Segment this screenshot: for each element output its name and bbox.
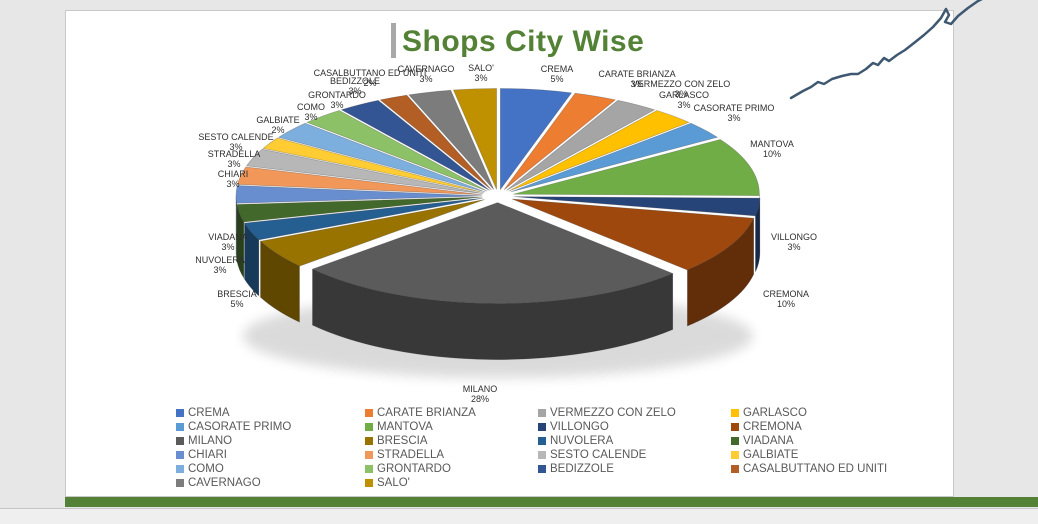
title-accent-bar	[391, 23, 396, 58]
pie-slice-nuvolera[interactable]	[243, 197, 483, 241]
legend-swatch	[538, 437, 546, 445]
legend-label: NUVOLERA	[550, 435, 614, 447]
pie-slice-stradella[interactable]	[237, 166, 483, 196]
legend-item-viadana[interactable]: VIADANA	[731, 435, 936, 447]
pie-slice-villongo[interactable]	[513, 196, 761, 217]
legend-label: CAVERNAGO	[188, 477, 261, 489]
pie-slice-garlasco[interactable]	[508, 110, 690, 192]
legend-label: CHIARI	[188, 449, 227, 461]
legend-label: BRESCIA	[377, 435, 428, 447]
legend-swatch	[365, 423, 373, 431]
legend-label: GARLASCO	[743, 407, 807, 419]
legend-item-crema[interactable]: CREMA	[176, 407, 365, 419]
legend-swatch	[176, 465, 184, 473]
legend-item-galbiate[interactable]: GALBIATE	[731, 449, 936, 461]
legend-swatch	[538, 451, 546, 459]
legend-swatch	[538, 423, 546, 431]
pie-slice-bedizzole[interactable]	[340, 99, 490, 191]
legend-swatch	[176, 437, 184, 445]
pie-slice-salo[interactable]	[452, 88, 497, 190]
green-bar	[65, 497, 1038, 507]
legend-swatch	[365, 409, 373, 417]
legend-swatch	[731, 437, 739, 445]
pie-slice-viadana[interactable]	[236, 196, 483, 223]
legend-swatch	[365, 451, 373, 459]
legend-item-grontardo[interactable]: GRONTARDO	[365, 463, 538, 475]
pie-slice-casalbuttano-ed-uniti[interactable]	[379, 94, 492, 191]
legend-label: VERMEZZO CON ZELO	[550, 407, 676, 419]
legend-item-carate-brianza[interactable]: CARATE BRIANZA	[365, 407, 538, 419]
legend-label: VIADANA	[743, 435, 794, 447]
legend-label: CREMONA	[743, 421, 802, 433]
legend-label: VILLONGO	[550, 421, 609, 433]
legend-swatch	[731, 423, 739, 431]
legend-swatch	[538, 409, 546, 417]
legend-label: MANTOVA	[377, 421, 433, 433]
legend-item-milano[interactable]: MILANO	[176, 435, 365, 447]
legend-swatch	[365, 479, 373, 487]
legend-item-stradella[interactable]: STRADELLA	[365, 449, 538, 461]
legend-item-cavernago[interactable]: CAVERNAGO	[176, 477, 365, 489]
legend-label: SALO'	[377, 477, 410, 489]
legend-swatch	[365, 465, 373, 473]
legend-swatch	[176, 451, 184, 459]
pie-slice-wall-chiari	[235, 195, 237, 260]
pie-slice-casorate-primo[interactable]	[510, 122, 719, 193]
legend-item-salo[interactable]: SALO'	[365, 477, 538, 489]
pie-slice-brescia[interactable]	[259, 199, 485, 267]
legend-swatch	[365, 437, 373, 445]
pie-slice-carate-brianza[interactable]	[503, 92, 617, 191]
legend-label: MILANO	[188, 435, 233, 447]
legend-swatch	[538, 465, 546, 473]
legend-item-chiari[interactable]: CHIARI	[176, 449, 365, 461]
legend-item-garlasco[interactable]: GARLASCO	[731, 407, 936, 419]
legend-label: COMO	[188, 463, 224, 475]
pie-slice-vermezzo-con-zelo[interactable]	[506, 99, 656, 191]
legend-item-casalbuttano-ed-uniti[interactable]: CASALBUTTANO ED UNITI	[731, 463, 936, 475]
legend-swatch	[731, 465, 739, 473]
legend-label: BEDIZZOLE	[550, 463, 614, 475]
legend-swatch	[176, 479, 184, 487]
legend-swatch	[731, 409, 739, 417]
pie-slice-cremona[interactable]	[512, 198, 755, 271]
legend-label: STRADELLA	[377, 449, 445, 461]
pie-slice-cavernago[interactable]	[408, 89, 495, 190]
pie-slice-como[interactable]	[277, 122, 486, 193]
legend-label: CASORATE PRIMO	[188, 421, 292, 433]
legend-item-cremona[interactable]: CREMONA	[731, 421, 936, 433]
legend-item-como[interactable]: COMO	[176, 463, 365, 475]
pie-slice-chiari[interactable]	[235, 185, 483, 204]
bottom-band	[0, 509, 1038, 524]
legend-item-brescia[interactable]: BRESCIA	[365, 435, 538, 447]
legend-item-vermezzo-con-zelo[interactable]: VERMEZZO CON ZELO	[538, 407, 731, 419]
pie-slice-milano[interactable]	[311, 202, 674, 304]
pie-slice-grontardo[interactable]	[306, 110, 488, 192]
page-divider	[0, 508, 1038, 509]
legend-item-villongo[interactable]: VILLONGO	[538, 421, 731, 433]
legend-item-bedizzole[interactable]: BEDIZZOLE	[538, 463, 731, 475]
legend-label: SESTO CALENDE	[550, 449, 647, 461]
legend-swatch	[176, 409, 184, 417]
legend-swatch	[176, 423, 184, 431]
legend-item-nuvolera[interactable]: NUVOLERA	[538, 435, 731, 447]
pie-slice-mantova[interactable]	[513, 139, 760, 197]
chart-title[interactable]: Shops City Wise	[402, 25, 645, 58]
legend-label: GALBIATE	[743, 449, 799, 461]
legend-swatch	[731, 451, 739, 459]
pie-slice-galbiate[interactable]	[262, 137, 485, 194]
pie-slice-sesto-calende[interactable]	[245, 148, 484, 194]
legend-label: CARATE BRIANZA	[377, 407, 476, 419]
legend-label: CREMA	[188, 407, 230, 419]
legend-item-casorate-primo[interactable]: CASORATE PRIMO	[176, 421, 365, 433]
legend-label: CASALBUTTANO ED UNITI	[743, 463, 888, 475]
legend-item-sesto-calende[interactable]: SESTO CALENDE	[538, 449, 731, 461]
pie-slice-crema[interactable]	[499, 88, 573, 191]
legend-item-mantova[interactable]: MANTOVA	[365, 421, 538, 433]
legend-label: GRONTARDO	[377, 463, 451, 475]
legend: CREMA CARATE BRIANZA VERMEZZO CON ZELO GARL…	[176, 406, 936, 490]
